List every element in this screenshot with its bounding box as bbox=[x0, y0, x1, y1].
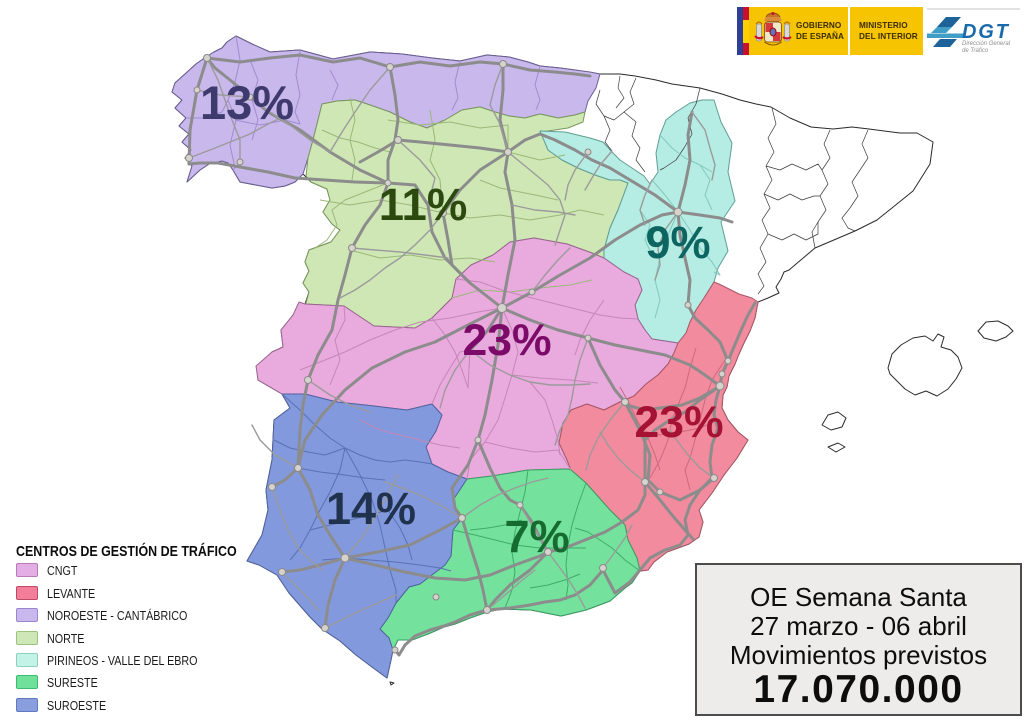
svg-text:23%: 23% bbox=[462, 316, 551, 365]
svg-text:DGT: DGT bbox=[962, 21, 1010, 43]
svg-text:Dirección General: Dirección General bbox=[962, 41, 1011, 47]
svg-text:13%: 13% bbox=[200, 76, 294, 129]
svg-text:de Tráfico: de Tráfico bbox=[962, 48, 989, 54]
svg-text:7%: 7% bbox=[504, 511, 569, 562]
svg-text:9%: 9% bbox=[645, 217, 710, 268]
svg-text:11%: 11% bbox=[379, 179, 468, 230]
svg-text:14%: 14% bbox=[326, 483, 416, 534]
svg-text:23%: 23% bbox=[634, 398, 723, 447]
